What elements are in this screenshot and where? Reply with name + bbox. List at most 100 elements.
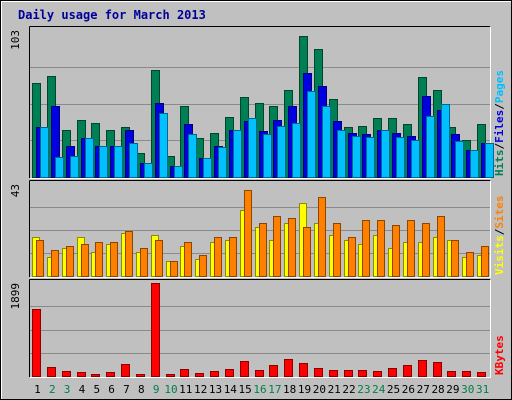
bar-pages-day-21: [337, 130, 346, 178]
x-label-day-22: 22: [342, 383, 355, 396]
x-label-day-31: 31: [476, 383, 489, 396]
bar-pages-day-2: [55, 157, 64, 178]
bar-kbytes-day-21: [329, 370, 338, 377]
bar-kbytes-day-31: [477, 372, 486, 377]
bar-kbytes-day-10: [166, 374, 175, 377]
bar-kbytes-day-15: [240, 361, 249, 377]
bar-sites-day-19: [303, 227, 311, 277]
x-label-day-11: 11: [179, 383, 192, 396]
bar-pages-day-24: [381, 130, 390, 178]
x-label-day-17: 17: [268, 383, 281, 396]
legend-separator: /: [493, 103, 506, 110]
panel-kbytes-ymax-label: 1899: [9, 283, 22, 310]
panel-visits-sites-ymax-label: 43: [9, 184, 22, 197]
bar-pages-day-16: [263, 134, 272, 178]
x-label-day-26: 26: [402, 383, 415, 396]
x-label-day-15: 15: [239, 383, 252, 396]
x-label-day-2: 2: [49, 383, 56, 396]
bar-kbytes-day-8: [136, 374, 145, 377]
bar-pages-day-9: [159, 113, 168, 178]
bar-pages-day-7: [129, 143, 138, 178]
bar-kbytes-day-6: [106, 372, 115, 377]
x-label-day-29: 29: [446, 383, 459, 396]
bar-pages-day-18: [292, 123, 301, 178]
x-label-day-7: 7: [123, 383, 130, 396]
bar-kbytes-day-27: [418, 360, 427, 377]
bar-pages-day-14: [233, 130, 242, 178]
bar-pages-day-31: [485, 143, 494, 178]
bar-pages-day-10: [174, 166, 183, 178]
x-label-day-30: 30: [461, 383, 474, 396]
legend-sites: Sites: [493, 196, 506, 229]
bar-sites-day-21: [333, 223, 341, 277]
bar-kbytes-day-19: [299, 363, 308, 377]
x-label-day-8: 8: [138, 383, 145, 396]
bar-pages-day-28: [441, 104, 450, 178]
panel-hits-files-pages-legend: Hits/Files/Pages: [493, 70, 506, 176]
panel-kbytes-background: [29, 279, 491, 378]
bar-pages-day-1: [40, 127, 49, 178]
bar-kbytes-day-2: [47, 367, 56, 377]
bar-sites-day-10: [170, 261, 178, 277]
x-label-day-21: 21: [328, 383, 341, 396]
x-label-day-23: 23: [357, 383, 370, 396]
x-label-day-24: 24: [372, 383, 386, 396]
bar-sites-day-27: [422, 223, 430, 277]
bar-kbytes-day-29: [447, 371, 456, 377]
bar-pages-day-27: [426, 116, 435, 178]
legend-visits: Visits: [493, 235, 506, 275]
bar-pages-day-8: [144, 163, 153, 178]
bar-sites-day-30: [466, 252, 474, 277]
legend-files: Files: [493, 110, 506, 143]
bar-sites-day-14: [229, 237, 237, 277]
x-label-day-25: 25: [387, 383, 400, 396]
x-label-day-19: 19: [298, 383, 311, 396]
bar-kbytes-day-9: [151, 283, 160, 377]
legend-separator: /: [493, 143, 506, 150]
x-label-day-20: 20: [313, 383, 326, 396]
bar-sites-day-6: [110, 242, 118, 277]
x-label-day-6: 6: [108, 383, 115, 396]
bar-sites-day-4: [81, 244, 89, 277]
bar-sites-day-9: [155, 240, 163, 277]
bar-kbytes-day-12: [195, 373, 204, 377]
bar-sites-day-29: [451, 240, 459, 277]
bar-kbytes-day-23: [358, 370, 367, 377]
bar-pages-day-26: [411, 140, 420, 178]
bar-kbytes-day-1: [32, 309, 41, 377]
bar-sites-day-8: [140, 248, 148, 277]
legend-separator: /: [493, 228, 506, 235]
bar-kbytes-day-30: [462, 371, 471, 377]
bar-sites-day-16: [259, 223, 267, 277]
bar-sites-day-20: [318, 197, 326, 277]
bar-kbytes-day-3: [62, 371, 71, 377]
bar-kbytes-day-24: [373, 371, 382, 377]
x-label-day-12: 12: [194, 383, 207, 396]
bar-pages-day-25: [396, 137, 405, 178]
bar-kbytes-day-4: [77, 372, 86, 377]
bar-pages-day-15: [248, 118, 257, 178]
bar-pages-day-4: [85, 138, 94, 178]
bar-pages-day-13: [218, 147, 227, 178]
x-label-day-10: 10: [164, 383, 177, 396]
legend-kbytes: KBytes: [493, 335, 506, 375]
x-label-day-14: 14: [224, 383, 238, 396]
chart-title: Daily usage for March 2013: [18, 8, 206, 22]
bar-pages-day-20: [322, 106, 331, 178]
bar-kbytes-day-22: [344, 370, 353, 377]
bar-kbytes-day-26: [403, 365, 412, 377]
bar-pages-day-19: [307, 91, 316, 178]
bar-pages-day-3: [70, 156, 79, 178]
bar-pages-day-23: [366, 137, 375, 178]
bar-kbytes-day-25: [388, 368, 397, 377]
bar-sites-day-5: [95, 242, 103, 277]
bar-sites-day-7: [125, 231, 133, 277]
bar-pages-day-12: [203, 158, 212, 178]
bar-pages-day-29: [455, 141, 464, 178]
bar-pages-day-6: [114, 146, 123, 178]
bar-sites-day-3: [66, 246, 74, 277]
bar-sites-day-24: [377, 220, 385, 277]
bar-kbytes-day-18: [284, 359, 293, 377]
bar-pages-day-17: [277, 126, 286, 178]
